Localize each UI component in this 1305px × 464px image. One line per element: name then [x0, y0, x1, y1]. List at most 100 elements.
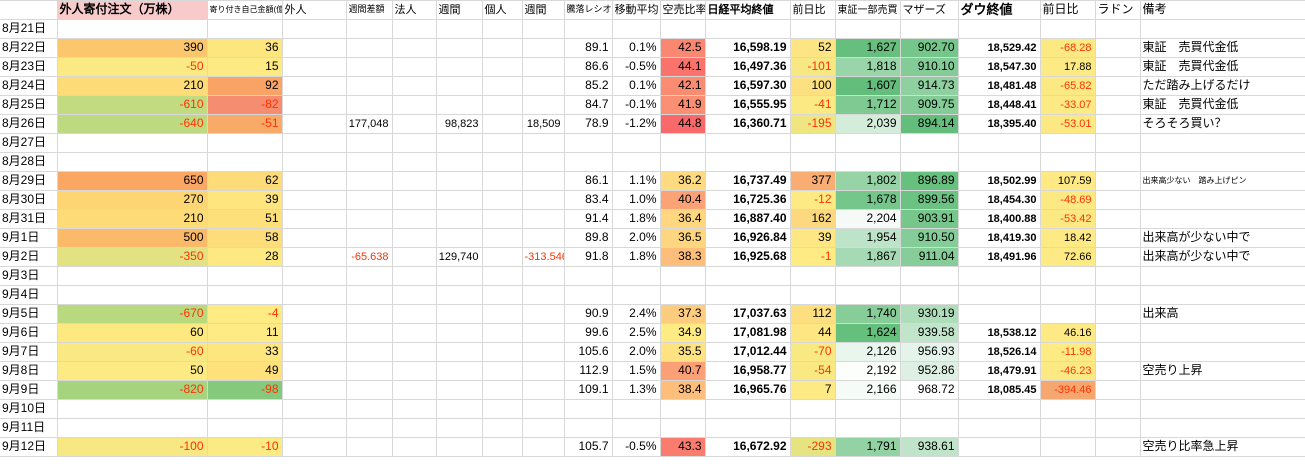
cell-nikkei_close[interactable]: 16,497.36: [705, 57, 791, 77]
cell-kojin_week[interactable]: -313.546: [522, 247, 565, 267]
cell-toraku_ratio[interactable]: 89.1: [564, 38, 613, 58]
cell-hojin_week[interactable]: [436, 342, 483, 362]
cell-gaijin_order[interactable]: 60: [57, 323, 208, 343]
cell-hojin[interactable]: [392, 152, 437, 172]
cell-hojin[interactable]: [392, 285, 437, 305]
cell-mothers[interactable]: 956.93: [900, 342, 959, 362]
cell-nikkei_close[interactable]: [705, 133, 791, 153]
cell-karauri_ratio[interactable]: 34.9: [660, 323, 706, 343]
cell-tosho_volume[interactable]: 2,192: [835, 361, 901, 381]
cell-week_diff[interactable]: [346, 418, 393, 438]
cell-date[interactable]: 8月31日: [0, 209, 58, 229]
cell-nikkei_close[interactable]: 16,925.68: [705, 247, 791, 267]
cell-toraku_ratio[interactable]: 105.7: [564, 437, 613, 457]
cell-dow_diff[interactable]: 46.16: [1040, 323, 1096, 343]
cell-kojin_week[interactable]: [522, 266, 565, 286]
cell-karauri_ratio[interactable]: 43.3: [660, 437, 706, 457]
cell-karauri_ratio[interactable]: [660, 152, 706, 172]
cell-nikkei_diff[interactable]: -195: [790, 114, 836, 134]
cell-kojin[interactable]: [482, 285, 523, 305]
cell-radon[interactable]: [1095, 323, 1141, 343]
cell-radon[interactable]: [1095, 399, 1141, 419]
cell-karauri_ratio[interactable]: [660, 285, 706, 305]
cell-karauri_ratio[interactable]: 44.8: [660, 114, 706, 134]
cell-kojin[interactable]: [482, 247, 523, 267]
cell-week_diff[interactable]: [346, 228, 393, 248]
cell-week_diff[interactable]: [346, 133, 393, 153]
cell-tosho_volume[interactable]: 1,627: [835, 38, 901, 58]
cell-nikkei_diff[interactable]: 39: [790, 228, 836, 248]
cell-dow_diff[interactable]: 17.88: [1040, 57, 1096, 77]
cell-kojin[interactable]: [482, 190, 523, 210]
cell-biko[interactable]: 空売り比率急上昇: [1140, 437, 1305, 457]
cell-yoritsuki_jiko[interactable]: 49: [207, 361, 283, 381]
cell-toraku_ratio[interactable]: [564, 418, 613, 438]
cell-mothers[interactable]: [900, 266, 959, 286]
cell-moving_avg[interactable]: 1.5%: [612, 361, 661, 381]
cell-mothers[interactable]: [900, 418, 959, 438]
cell-yoritsuki_jiko[interactable]: 36: [207, 38, 283, 58]
cell-nikkei_diff[interactable]: [790, 399, 836, 419]
cell-gaijin_week[interactable]: [282, 209, 347, 229]
column-header-dow_diff[interactable]: 前日比: [1040, 0, 1096, 20]
cell-dow_close[interactable]: 18,529.42: [958, 38, 1041, 58]
cell-hojin[interactable]: [392, 361, 437, 381]
cell-gaijin_order[interactable]: 50: [57, 361, 208, 381]
cell-kojin_week[interactable]: [522, 399, 565, 419]
cell-moving_avg[interactable]: 2.5%: [612, 323, 661, 343]
cell-kojin[interactable]: [482, 323, 523, 343]
cell-kojin_week[interactable]: 18,509: [522, 114, 565, 134]
cell-kojin_week[interactable]: [522, 380, 565, 400]
cell-nikkei_close[interactable]: 16,887.40: [705, 209, 791, 229]
cell-week_diff[interactable]: [346, 380, 393, 400]
cell-yoritsuki_jiko[interactable]: 28: [207, 247, 283, 267]
cell-yoritsuki_jiko[interactable]: 62: [207, 171, 283, 191]
cell-mothers[interactable]: [900, 399, 959, 419]
cell-radon[interactable]: [1095, 342, 1141, 362]
cell-biko[interactable]: [1140, 380, 1305, 400]
cell-nikkei_close[interactable]: 16,597.30: [705, 76, 791, 96]
cell-mothers[interactable]: 902.70: [900, 38, 959, 58]
cell-kojin[interactable]: [482, 152, 523, 172]
cell-karauri_ratio[interactable]: 40.7: [660, 361, 706, 381]
cell-kojin[interactable]: [482, 171, 523, 191]
cell-karauri_ratio[interactable]: [660, 266, 706, 286]
cell-toraku_ratio[interactable]: [564, 399, 613, 419]
cell-kojin_week[interactable]: [522, 228, 565, 248]
cell-karauri_ratio[interactable]: [660, 19, 706, 39]
cell-toraku_ratio[interactable]: 86.6: [564, 57, 613, 77]
cell-nikkei_diff[interactable]: -293: [790, 437, 836, 457]
cell-biko[interactable]: [1140, 323, 1305, 343]
cell-hojin[interactable]: [392, 19, 437, 39]
column-header-tosho_volume[interactable]: 東証一部売買: [835, 0, 901, 20]
cell-gaijin_order[interactable]: -60: [57, 342, 208, 362]
cell-tosho_volume[interactable]: 2,039: [835, 114, 901, 134]
cell-dow_diff[interactable]: [1040, 133, 1096, 153]
cell-yoritsuki_jiko[interactable]: -51: [207, 114, 283, 134]
cell-biko[interactable]: [1140, 209, 1305, 229]
cell-week_diff[interactable]: [346, 152, 393, 172]
cell-gaijin_week[interactable]: [282, 304, 347, 324]
cell-hojin[interactable]: [392, 380, 437, 400]
cell-yoritsuki_jiko[interactable]: 33: [207, 342, 283, 362]
cell-gaijin_week[interactable]: [282, 285, 347, 305]
cell-radon[interactable]: [1095, 418, 1141, 438]
cell-dow_close[interactable]: [958, 266, 1041, 286]
cell-yoritsuki_jiko[interactable]: -4: [207, 304, 283, 324]
cell-radon[interactable]: [1095, 228, 1141, 248]
cell-kojin_week[interactable]: [522, 437, 565, 457]
cell-gaijin_order[interactable]: -640: [57, 114, 208, 134]
cell-kojin[interactable]: [482, 76, 523, 96]
cell-gaijin_order[interactable]: 210: [57, 209, 208, 229]
cell-radon[interactable]: [1095, 304, 1141, 324]
cell-kojin_week[interactable]: [522, 38, 565, 58]
cell-gaijin_week[interactable]: [282, 399, 347, 419]
cell-toraku_ratio[interactable]: 83.4: [564, 190, 613, 210]
cell-karauri_ratio[interactable]: [660, 133, 706, 153]
cell-hojin_week[interactable]: [436, 285, 483, 305]
cell-gaijin_order[interactable]: [57, 133, 208, 153]
cell-biko[interactable]: [1140, 418, 1305, 438]
cell-moving_avg[interactable]: [612, 399, 661, 419]
cell-kojin[interactable]: [482, 304, 523, 324]
cell-gaijin_week[interactable]: [282, 418, 347, 438]
